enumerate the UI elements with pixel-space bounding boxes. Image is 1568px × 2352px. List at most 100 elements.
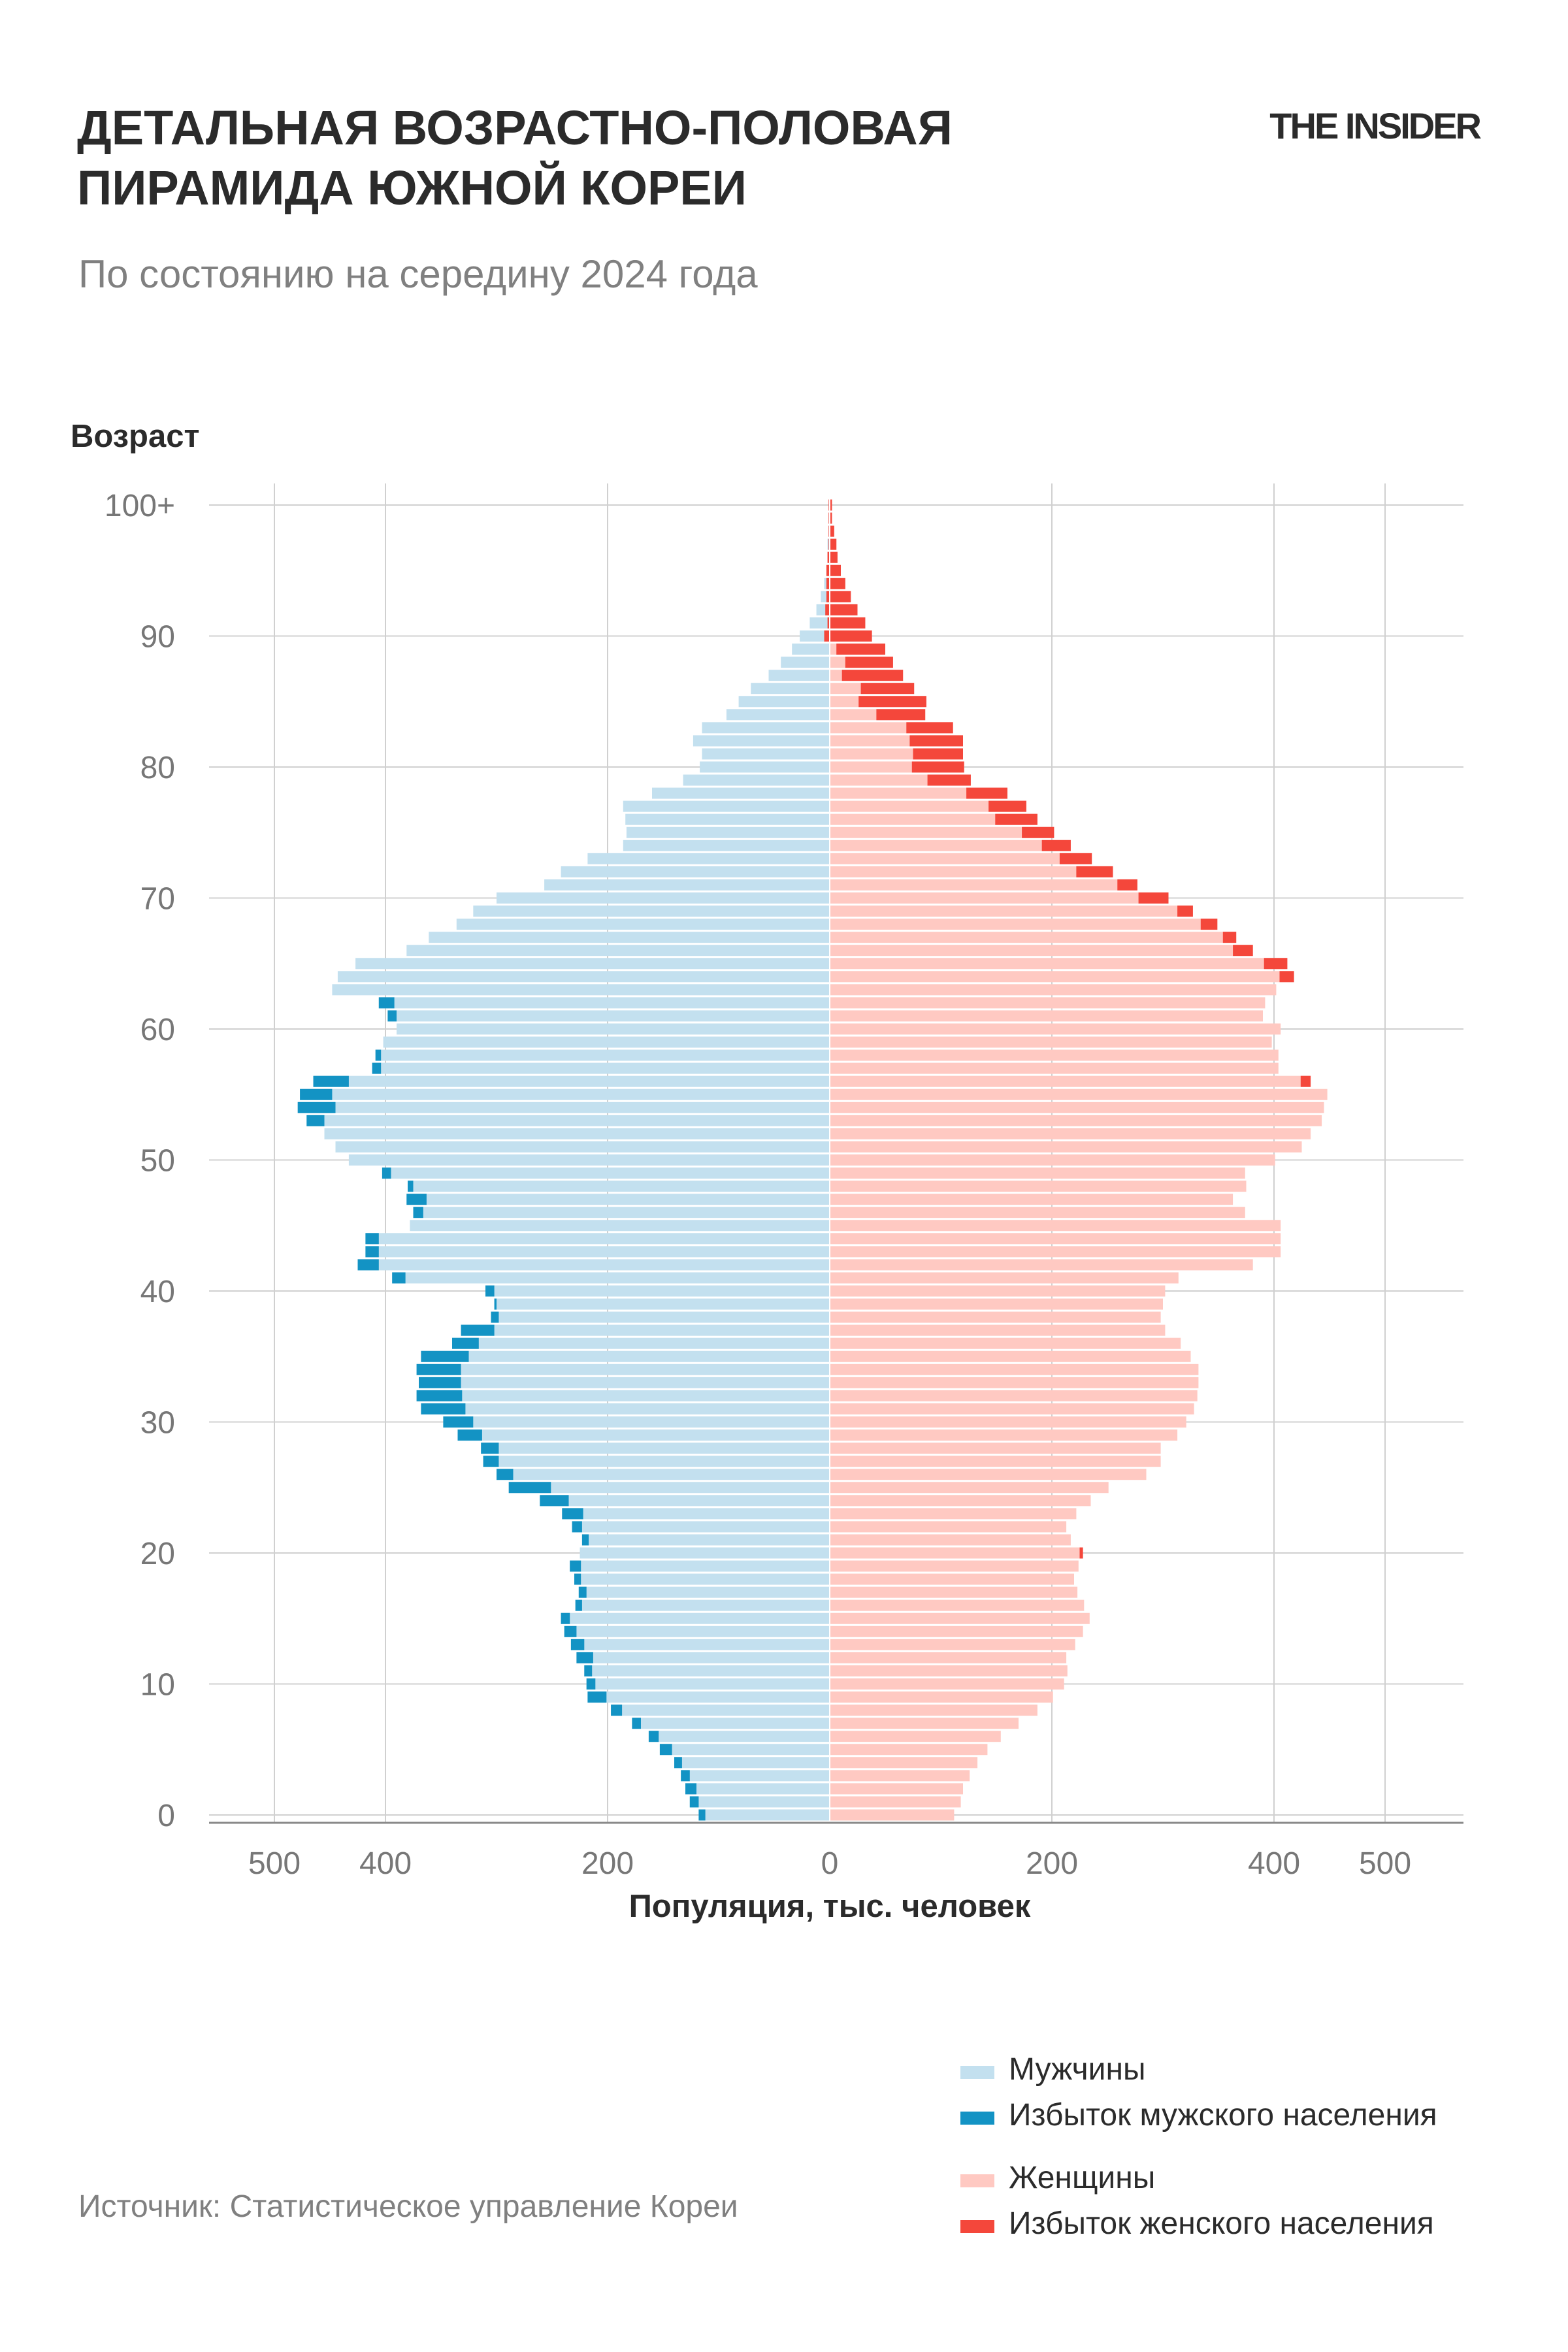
male-bar [562, 1508, 830, 1520]
male-bar [632, 1718, 830, 1729]
legend-swatch-male-surplus [960, 2112, 994, 2125]
female-bar [830, 1337, 1181, 1349]
female-bar [830, 1416, 1186, 1428]
male-bar [700, 761, 830, 773]
male-bar [689, 1796, 830, 1808]
female-surplus-bar [827, 551, 838, 563]
female-bar [830, 1705, 1037, 1716]
female-bar [830, 1194, 1233, 1205]
female-bar [830, 1534, 1071, 1546]
male-bar [561, 1612, 830, 1624]
male-bar [485, 1285, 830, 1297]
legend-swatch-women [960, 2174, 994, 2187]
male-bar [751, 683, 830, 694]
female-bar [830, 1390, 1198, 1401]
female-bar [830, 1023, 1281, 1035]
male-surplus-bar [584, 1665, 593, 1676]
male-surplus-bar [452, 1337, 479, 1349]
female-surplus-bar [988, 800, 1026, 812]
male-surplus-bar [497, 1469, 514, 1480]
female-bar [830, 984, 1277, 996]
female-surplus-bar [1138, 892, 1169, 904]
male-surplus-bar [416, 1390, 463, 1401]
male-bar [540, 1495, 830, 1507]
male-bar [392, 1272, 830, 1284]
male-surplus-bar [406, 1194, 427, 1205]
male-bar [570, 1560, 830, 1572]
female-bar [830, 1377, 1199, 1388]
male-bar [575, 1599, 830, 1611]
female-surplus-bar [1279, 971, 1294, 983]
male-bar [702, 722, 830, 734]
x-tick-label: 200 [1026, 1846, 1078, 1881]
source-note: Источник: Статистическое управление Коре… [78, 2189, 738, 2224]
female-bar [830, 1508, 1077, 1520]
male-bar [397, 1023, 830, 1035]
male-bar [365, 1233, 830, 1245]
female-bar [830, 1010, 1263, 1022]
chart-title-line-2: ПИРАМИДА ЮЖНОЙ КОРЕИ [77, 161, 747, 215]
y-tick-label: 100+ [105, 489, 175, 523]
male-surplus-bar [387, 1010, 397, 1022]
female-bar [830, 1075, 1311, 1087]
female-bar [830, 1665, 1068, 1676]
male-bar [586, 1678, 830, 1690]
male-bar [416, 1390, 830, 1401]
female-surplus-bar [913, 748, 963, 760]
y-tick-label: 90 [140, 620, 175, 655]
female-bar [830, 840, 1071, 851]
y-tick-label: 30 [140, 1406, 175, 1441]
legend-swatch-men [960, 2066, 994, 2079]
male-bar [497, 1469, 830, 1480]
male-surplus-bar [481, 1443, 499, 1454]
male-surplus-bar [392, 1272, 406, 1284]
y-tick-label: 0 [157, 1799, 175, 1833]
male-bar [792, 644, 830, 655]
male-bar [781, 657, 830, 668]
male-bar [659, 1744, 830, 1756]
male-bar [570, 1639, 830, 1650]
x-tick-label: 400 [359, 1846, 412, 1881]
female-bar [830, 1744, 988, 1756]
male-surplus-bar [421, 1403, 466, 1414]
male-bar [406, 1194, 830, 1205]
female-surplus-bar [828, 538, 837, 550]
female-bar [830, 945, 1253, 956]
chart-title: ДЕТАЛЬНАЯ ВОЗРАСТНО-ПОЛОВАЯ ПИРАМИДА ЮЖН… [77, 98, 1188, 218]
male-bar [584, 1665, 830, 1676]
male-surplus-bar [581, 1534, 589, 1546]
male-surplus-bar [491, 1311, 499, 1323]
male-bar [587, 853, 830, 864]
male-bar [297, 1102, 830, 1113]
female-bar [830, 1036, 1272, 1048]
male-bar [626, 826, 830, 838]
female-bar [830, 1429, 1178, 1441]
male-surplus-bar [421, 1350, 469, 1362]
female-bar [830, 892, 1169, 904]
male-surplus-bar [372, 1062, 382, 1074]
x-tick-label: 0 [821, 1846, 839, 1881]
female-bar [830, 1207, 1245, 1218]
male-bar [572, 1521, 830, 1533]
male-bar [452, 1337, 830, 1349]
male-bar [625, 813, 830, 825]
female-surplus-bar [845, 657, 893, 668]
female-bar [830, 1115, 1322, 1126]
male-bar [421, 1350, 830, 1362]
female-bar [830, 1246, 1281, 1258]
axis-lines [209, 483, 1463, 1824]
male-surplus-bar [574, 1573, 581, 1585]
female-bar [830, 787, 1007, 799]
male-surplus-bar [416, 1364, 461, 1375]
male-surplus-bar [457, 1429, 482, 1441]
y-tick-label: 80 [140, 751, 175, 785]
female-surplus-bar [827, 617, 866, 629]
female-surplus-bar [1177, 906, 1193, 917]
male-surplus-bar [494, 1298, 497, 1310]
female-surplus-bar [1264, 958, 1288, 970]
female-bar [830, 1639, 1075, 1650]
male-surplus-bar [313, 1075, 349, 1087]
female-bar [830, 971, 1294, 983]
male-bar [581, 1534, 830, 1546]
male-bar [800, 630, 830, 642]
